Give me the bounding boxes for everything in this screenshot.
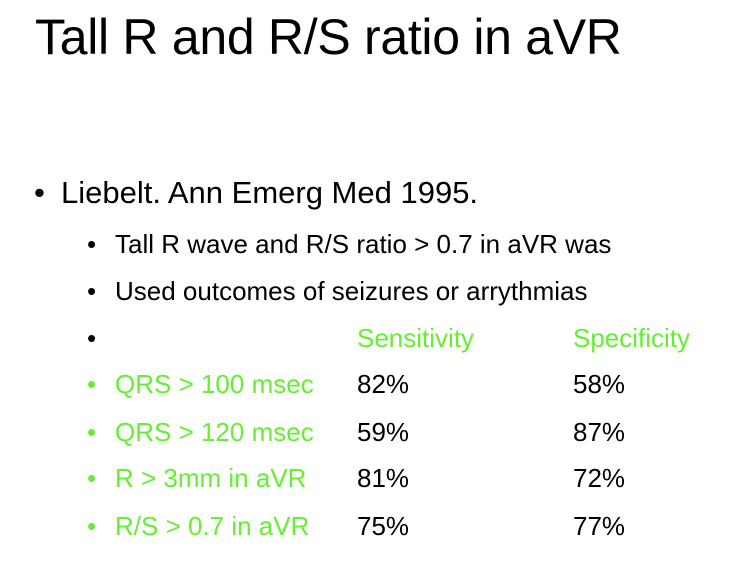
row-criterion: R/S > 0.7 in aVR [115,511,310,541]
row-sensitivity: 82% [357,369,410,399]
row-criterion: QRS > 120 msec [115,417,314,447]
header-specificity: Specificity [573,323,691,353]
row-sensitivity: 59% [357,417,410,447]
bullet-dot: • [87,229,97,259]
bullet-citation: • Liebelt. Ann Emerg Med 1995. [34,172,478,214]
subbullet-text: Tall R wave and R/S ratio > 0.7 in aVR w… [115,229,612,259]
row-specificity: 87% [573,417,626,447]
citation-text: Liebelt. Ann Emerg Med 1995. [61,175,479,210]
bullet-dot: • [87,511,97,541]
row-criterion: R > 3mm in aVR [115,463,307,493]
row-specificity: 58% [573,369,626,399]
row-sensitivity: 81% [357,463,410,493]
bullet-dot: • [87,463,97,493]
header-sensitivity: Sensitivity [357,323,475,353]
bullet-dot: • [87,323,97,353]
bullet-dot: • [87,276,97,306]
row-specificity: 72% [573,463,626,493]
row-specificity: 77% [573,511,626,541]
row-sensitivity: 75% [357,511,410,541]
subbullet-text: Used outcomes of seizures or arrythmias [115,276,588,306]
bullet-dot: • [34,175,45,210]
slide-title: Tall R and R/S ratio in aVR [35,9,622,65]
bullet-dot: • [87,369,97,399]
row-criterion: QRS > 100 msec [115,369,314,399]
bullet-dot: • [87,417,97,447]
